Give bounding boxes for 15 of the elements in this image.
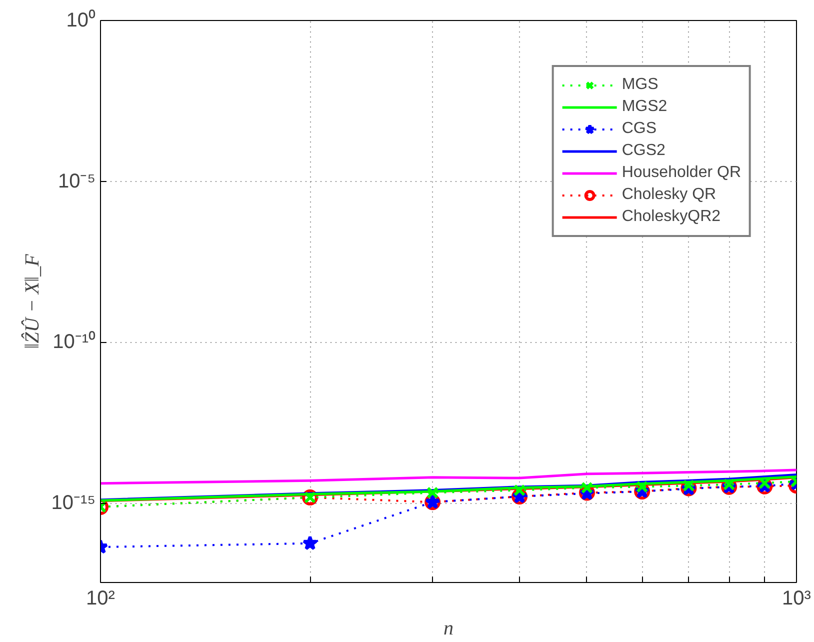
legend-label: CholeskyQR2	[622, 208, 721, 226]
legend-label: Householder QR	[622, 164, 741, 182]
x-tick-label: 10²	[86, 588, 116, 610]
x-tick-label: 10³	[782, 588, 812, 610]
y-axis-title: ‖ẐÛ − X‖_F	[20, 253, 44, 349]
y-tick-label: 10⁻¹⁰	[52, 330, 96, 354]
legend-label: CGS	[622, 120, 656, 138]
legend-label: Cholesky QR	[622, 186, 716, 204]
y-tick-label: 10⁻¹⁵	[51, 492, 96, 514]
x-axis-title: n	[444, 618, 454, 640]
y-tick-label: 10⁻⁵	[58, 170, 96, 192]
legend-label: MGS	[622, 76, 658, 94]
legend-label: CGS2	[622, 142, 666, 160]
y-tick-label: 10⁰	[66, 8, 96, 32]
legend-label: MGS2	[622, 98, 668, 116]
